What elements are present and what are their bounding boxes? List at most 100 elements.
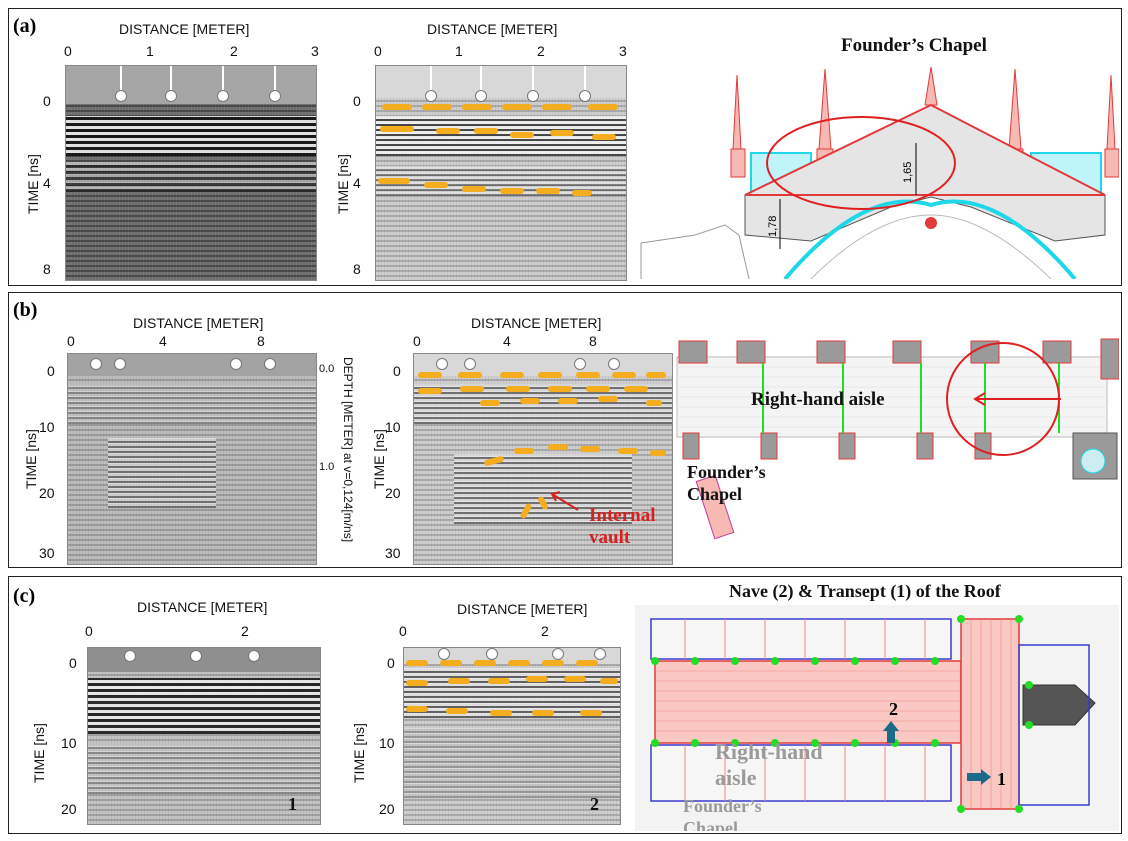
reflector-dash [380,126,414,132]
marker-dot [486,648,498,660]
reflector-dash [500,188,524,194]
marker-dot [264,358,276,370]
x-tick: 4 [159,333,167,349]
panel-b: (b) DISTANCE [METER] 0 4 8 TIME [ns] 0 1… [8,292,1122,568]
marker-dot [124,650,136,662]
drawing-title: Founder’s Chapel [841,35,987,56]
x-axis-title: DISTANCE [METER] [471,315,602,331]
x-tick: 1 [455,43,463,59]
reflector-dash [424,182,448,188]
reflector-dash [550,130,574,136]
radargram-interpreted [413,353,673,565]
panel-label: (c) [13,585,36,607]
y-tick: 20 [385,485,401,501]
y-tick: 0 [393,363,401,379]
reflector-dash [446,708,468,714]
y-tick: 10 [39,419,55,435]
reflector-dash [488,678,510,684]
reflector-dash [592,134,616,140]
dimension-label: 1,65 [902,162,914,183]
drawing-title: Nave (2) & Transept (1) of the Roof [729,581,1001,601]
reflector-dash [548,444,568,450]
y-tick: 0 [353,93,361,109]
reflector-dash [480,400,500,406]
y-tick: 20 [39,485,55,501]
y-axis-title: TIME [ns] [25,154,41,214]
reflector-dash [650,450,666,456]
reflector-dash [448,678,470,684]
x-axis-title: DISTANCE [METER] [137,599,268,615]
reflector-dash [502,104,532,110]
reflector-dash [406,706,428,712]
y-tick: 4 [353,175,361,191]
reflector-dash [406,680,428,686]
x-tick: 0 [374,43,382,59]
reflector-dash [526,676,548,682]
marker-dot [269,90,281,102]
reflector-dash [542,104,572,110]
chapel-label: Founder’s Chapel [683,796,762,831]
reflector-dash [646,400,662,406]
panel-a: (a) DISTANCE [METER] 0 1 2 3 TIME [ns] 0… [8,8,1122,286]
radargram-raw [65,65,317,281]
y-axis-title: TIME [ns] [23,429,39,489]
reflector-dash [458,372,482,378]
reflector-dash [460,386,484,392]
reflector-dash [378,178,410,184]
y-axis-title: TIME [ns] [351,723,367,783]
marker-dot [190,650,202,662]
x-tick: 3 [311,43,319,59]
reflector-dash [510,132,534,138]
radargram-raw: 1 [87,647,321,825]
y-tick: 10 [385,419,401,435]
reflector-dash [440,660,462,666]
reflector-dash [536,188,560,194]
marker-dot [115,90,127,102]
panel-c: (c) DISTANCE [METER] 0 2 TIME [ns] 0 10 … [8,576,1122,834]
marker-dot [90,358,102,370]
x-tick: 0 [67,333,75,349]
reflector-dash [406,660,428,666]
marker-dot [230,358,242,370]
marker-dot [438,648,450,660]
reflector-dash [612,372,636,378]
marker-dot [594,648,606,660]
x-axis-title: DISTANCE [METER] [427,21,558,37]
reflector-dash [588,104,618,110]
x-tick: 4 [503,333,511,349]
marker-dot [464,358,476,370]
y-tick: 0 [47,363,55,379]
right-hand-aisle-plan-drawing: Right-hand aisle Founder’s Chapel [675,337,1119,563]
x-tick: 1 [146,43,154,59]
reflector-dash [576,372,600,378]
reflector-dash [548,386,572,392]
reflector-dash [532,710,554,716]
x-tick: 8 [257,333,265,349]
reflector-dash [576,660,598,666]
dimension-label: 1,78 [767,216,779,237]
profile-number: 2 [590,794,599,814]
x-tick: 2 [537,43,545,59]
reflector-dash [462,104,492,110]
y-tick: 0 [43,93,51,109]
reflector-dash [586,386,610,392]
reflector-dash [580,446,600,452]
transept-number: 1 [997,769,1006,789]
x-tick: 2 [241,623,249,639]
reflector-dash [462,186,486,192]
y-tick: 20 [379,801,395,817]
panel-label: (a) [13,15,37,37]
reflector-dash [538,372,562,378]
marker-dot [574,358,586,370]
marker-dot [608,358,620,370]
y-tick: 0 [69,655,77,671]
radargram-interpreted [375,65,627,281]
y-axis-title: TIME [ns] [335,154,351,214]
profile-number: 1 [288,794,297,814]
reflector-dash [508,660,530,666]
marker-dot [165,90,177,102]
y-tick: 20 [61,801,77,817]
reflector-dash [624,386,648,392]
roof-plan-drawing: 2 1 Right-hand aisle Founder’s Chapel [635,605,1119,831]
reflector-dash [490,710,512,716]
